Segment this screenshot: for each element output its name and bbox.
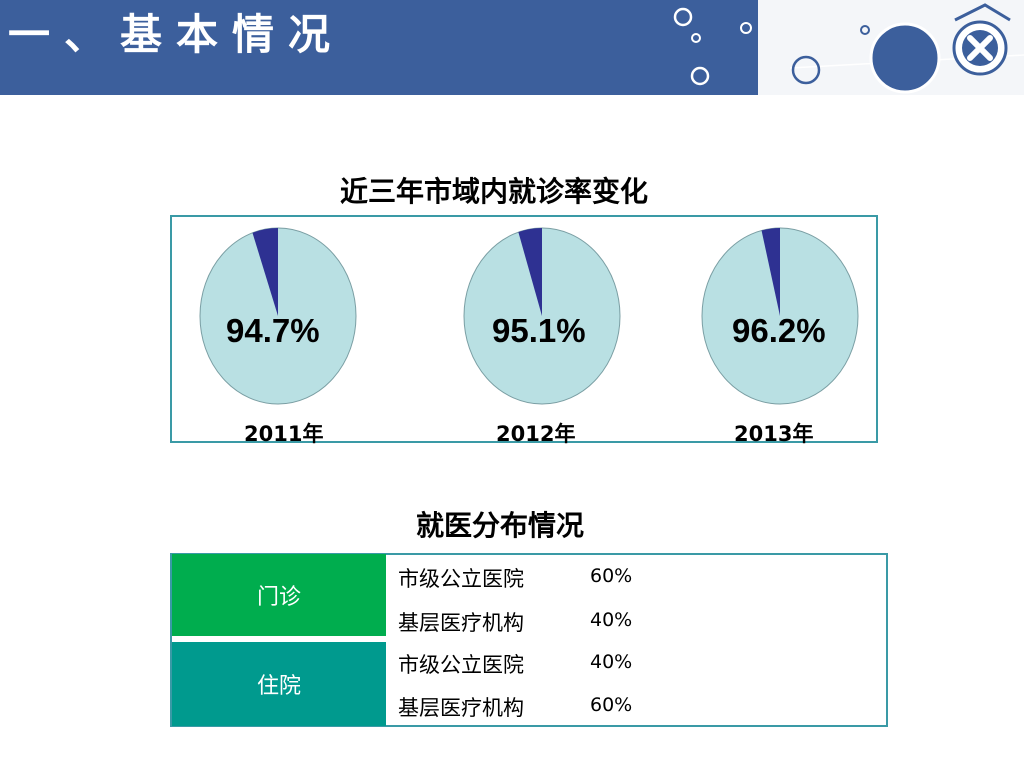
category-outpatient: 门诊 bbox=[172, 554, 386, 636]
pie-slice-rest bbox=[252, 228, 278, 316]
distribution-section-title: 就医分布情况 bbox=[416, 509, 585, 542]
pie-year-label: 2012年 bbox=[496, 422, 576, 446]
pie-year-label: 2011年 bbox=[244, 422, 324, 446]
decor-circle bbox=[740, 22, 752, 34]
pie-chart-frame bbox=[170, 215, 878, 443]
row-label: 基层医疗机构 bbox=[398, 696, 524, 720]
decor-big-circle bbox=[869, 22, 941, 94]
row-value: 40% bbox=[590, 651, 633, 673]
decor-circle bbox=[791, 55, 821, 85]
distribution-table bbox=[170, 553, 888, 727]
decor-circle bbox=[690, 66, 710, 86]
pie-percent-label: 95.1% bbox=[492, 312, 586, 349]
pie-percent-label: 94.7% bbox=[226, 312, 320, 349]
page-title: 一、基本情况 bbox=[8, 10, 345, 59]
pie-slice-rest bbox=[518, 228, 542, 316]
decor-arc bbox=[954, 3, 1011, 22]
row-value: 60% bbox=[590, 694, 633, 716]
row-value: 40% bbox=[590, 609, 633, 631]
pie-chart-2013 bbox=[701, 227, 859, 405]
row-label: 市级公立医院 bbox=[398, 653, 524, 677]
pie-section-title: 近三年市域内就诊率变化 bbox=[340, 175, 649, 208]
pie-percent-label: 96.2% bbox=[732, 312, 826, 349]
pie-slice-rest bbox=[761, 228, 780, 316]
decor-circle bbox=[673, 7, 693, 27]
decor-circle bbox=[860, 25, 870, 35]
header-decoration bbox=[673, 3, 1024, 94]
row-value: 60% bbox=[590, 565, 633, 587]
category-divider bbox=[172, 636, 386, 642]
pie-year-label: 2013年 bbox=[734, 422, 814, 446]
header-bar: 一、基本情况 bbox=[0, 0, 1024, 95]
row-label: 基层医疗机构 bbox=[398, 611, 524, 635]
pie-chart-2012 bbox=[463, 227, 621, 405]
category-inpatient: 住院 bbox=[172, 642, 386, 726]
pie-chart-2011 bbox=[199, 227, 357, 405]
decor-circle bbox=[691, 33, 701, 43]
medical-cross-icon bbox=[952, 20, 1008, 76]
row-label: 市级公立医院 bbox=[398, 567, 524, 591]
